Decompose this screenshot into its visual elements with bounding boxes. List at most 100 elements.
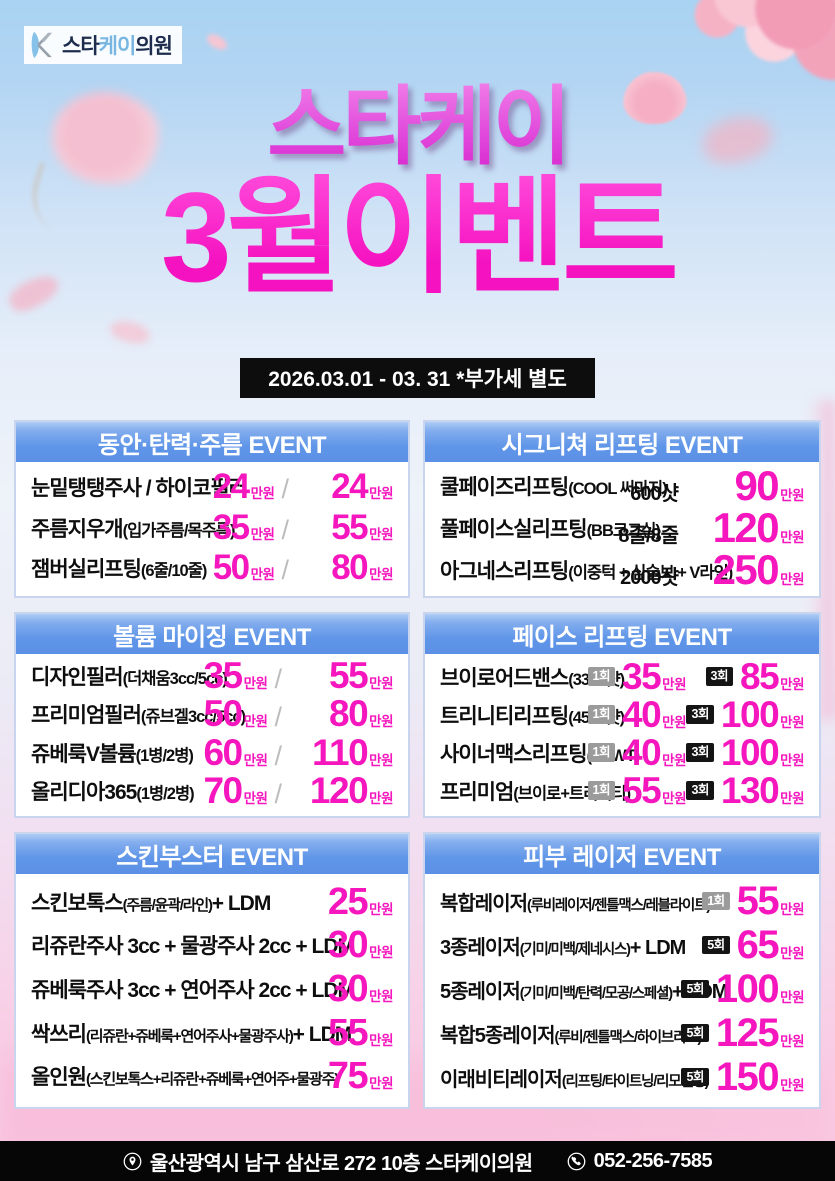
price-unit: 만원 [369, 486, 393, 502]
item-label: 올인원 (스킨보톡스+리쥬란+쥬베룩+연어주+물광주) [31, 1061, 339, 1091]
item-name: 싹쓰리 [31, 1022, 87, 1046]
price-value: 35 [203, 655, 243, 697]
price-group: 35 만원 [163, 657, 267, 694]
panel-face-lifting-event: 페이스 리프팅 EVENT 브이로어드밴스(3300샷)1회35만원3회85만원… [423, 612, 821, 818]
session-badge: 1회 [587, 667, 615, 686]
item-prices: 24 만원/24 만원 [177, 467, 394, 507]
price-unit: 만원 [780, 946, 804, 961]
price-value: 60 [203, 731, 243, 773]
item-label: 프리미엄필러 (쥬브겔3cc/5cc) [31, 699, 246, 729]
item-label: 잼버실리프팅 (6줄/10줄) [31, 553, 207, 583]
item-label: 복합레이저 (루비레이저/젠틀맥스/레블라이트) [440, 887, 711, 916]
item-label: 풀페이스실리프팅 (BB코그실) [440, 513, 661, 543]
item-name: 프리미엄필러 [31, 704, 142, 728]
price-separator: / [281, 514, 289, 545]
price-group: 25 만원 [311, 883, 394, 921]
session-badge: 3회 [705, 667, 733, 686]
clinic-logo: 스타케이의원 [24, 26, 182, 64]
price-value: 30 [327, 967, 369, 1010]
panel-header: 피부 레이저 EVENT [425, 834, 819, 874]
price-row: 풀페이스실리프팅 (BB코그실) 8줄/8줄 120 만원 [440, 507, 804, 549]
price-unit: 만원 [780, 572, 804, 587]
price-unit: 만원 [243, 790, 268, 806]
price-group: 3회 100 만원 [686, 734, 804, 771]
item-name: 3종레이저 [440, 936, 521, 959]
session-badge: 3회 [686, 705, 714, 724]
item-prices: 60 만원/110 만원 [163, 734, 393, 772]
price-row: 쥬베룩주사 3cc + 연어주사 2cc + LDM 30 만원 [31, 970, 393, 1008]
item-name: 쥬베룩V볼륨 [31, 742, 137, 766]
price-unit: 만원 [369, 566, 393, 582]
price-row: 프리미엄 (브이로+트리니티) 1회 55 만원 3회 130 만원 [440, 772, 804, 809]
item-prices: 30 만원 [311, 926, 394, 964]
price-unit: 만원 [780, 1078, 804, 1093]
price-separator: / [274, 702, 282, 733]
item-detail: (기미/미백/제네시스) [519, 941, 631, 958]
price-unit: 만원 [243, 714, 268, 730]
item-detail: (리프팅/타이트닝/리모델링) [561, 1073, 710, 1090]
price-value: 24 [212, 467, 250, 507]
price-separator: / [274, 664, 282, 695]
item-label: 디자인필러 (더채움3cc/5cc) [31, 661, 228, 691]
event-panels-grid: 동안·탄력·주름 EVENT 눈밑탱탱주사 / 하이코필러 24 만원/24 만원 주름… [14, 420, 821, 1109]
price-value: 120 [712, 504, 780, 551]
price-row: 쿨페이즈리프팅 (COOL 써마지) 600샷 90 만원 [440, 465, 804, 507]
price-group: 35 만원 [177, 507, 275, 547]
item-quantity: 8줄/8줄 [618, 525, 679, 547]
item-name: 5종레이저 [440, 980, 521, 1003]
price-unit: 만원 [369, 526, 393, 542]
price-group: 5회 150 만원 [676, 1057, 804, 1097]
item-name: 올리디아365 [31, 780, 137, 804]
item-prices: 50 만원/80 만원 [163, 695, 393, 733]
item-prices: 50 만원/80 만원 [177, 547, 394, 587]
item-prices: 1회 55 만원 3회 130 만원 [568, 772, 804, 809]
session-badge: 1회 [587, 781, 615, 800]
price-unit: 만원 [780, 791, 804, 806]
panel-rows: 눈밑탱탱주사 / 하이코필러 24 만원/24 만원 주름지우개 (입가주름/목주름) 35… [16, 462, 408, 596]
price-unit: 만원 [780, 902, 804, 917]
item-detail: (스킨보톡스+리쥬란+쥬베룩+연어주+물광주) [85, 1071, 339, 1089]
item-prices: 70 만원/120 만원 [163, 772, 393, 810]
item-quantity: 2000샷 [620, 567, 679, 589]
item-addon: + LDM [629, 936, 687, 959]
price-group: 120 만원 [289, 772, 394, 809]
price-group: 50 만원 [177, 550, 275, 585]
price-row: 올인원 (스킨보톡스+리쥬란+쥬베룩+연어주+물광주) 75 만원 [31, 1057, 393, 1095]
item-prices: 600샷 90 만원 [586, 465, 804, 507]
item-detail: (이중턱 + 심술보 + V라인) [568, 564, 733, 582]
item-detail: (루비/젠틀맥스/하이브리드) [554, 1029, 703, 1046]
price-row: 복합5종레이저 (루비/젠틀맥스/하이브리드) 5회 125 만원 [440, 1013, 804, 1053]
item-name: 이래비티레이저 [440, 1068, 563, 1091]
price-separator: / [274, 740, 282, 771]
price-value: 80 [331, 547, 368, 587]
price-group: 1회 40 만원 [568, 696, 686, 733]
price-row: 복합레이저 (루비레이저/젠틀맥스/레블라이트) 1회 55 만원 [440, 881, 804, 921]
price-row: 쥬베룩V볼륨 (1병/2병) 60 만원/110 만원 [31, 734, 393, 772]
panel-header: 볼륨 마이징 EVENT [16, 614, 408, 654]
item-prices: 75 만원 [311, 1057, 394, 1095]
price-group: 60 만원 [163, 734, 267, 771]
item-name: 프리미엄 [440, 780, 514, 804]
item-name: 사이너맥스리프팅 [440, 742, 588, 766]
panel-skin-laser-event: 피부 레이저 EVENT 복합레이저 (루비레이저/젠틀맥스/레블라이트) 1회 55… [423, 832, 821, 1109]
session-badge: 5회 [681, 1023, 709, 1043]
price-unit: 만원 [780, 488, 804, 503]
item-name: 주름지우개 [31, 517, 124, 541]
price-group: 90 만원 [692, 465, 804, 507]
clinic-logo-text: 스타케이의원 [62, 30, 173, 60]
item-name: 스킨보톡스 [31, 891, 124, 915]
price-row: 프리미엄필러 (쥬브겔3cc/5cc) 50 만원/80 만원 [31, 695, 393, 733]
price-group: 30 만원 [311, 926, 394, 964]
price-unit: 만원 [369, 988, 393, 1004]
session-badge: 5회 [702, 935, 730, 955]
item-label: 복합5종레이저 (루비/젠틀맥스/하이브리드) [440, 1019, 702, 1048]
item-detail: (쥬브겔3cc/5cc) [140, 708, 246, 727]
price-value: 35 [212, 507, 250, 547]
price-row: 리쥬란주사 3cc + 물광주사 2cc + LDM 30 만원 [31, 926, 393, 964]
price-group: 1회 55 만원 [568, 772, 686, 809]
logo-clinic: 의원 [135, 35, 173, 58]
price-unit: 만원 [369, 752, 393, 768]
